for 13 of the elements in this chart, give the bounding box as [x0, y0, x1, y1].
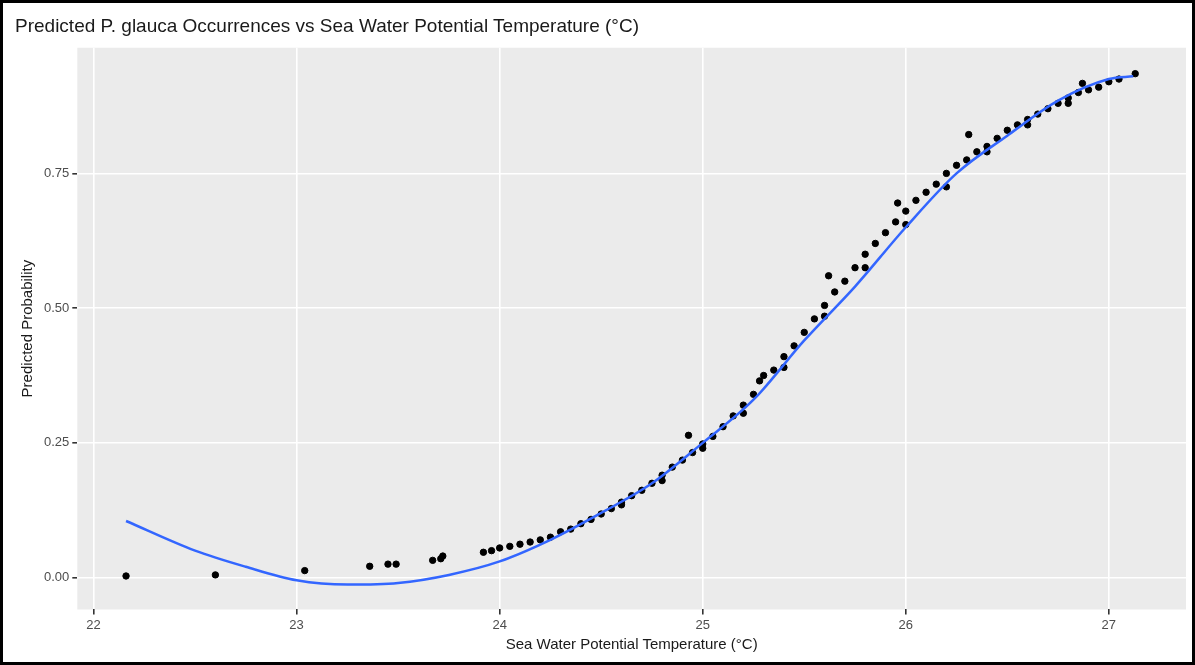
y-axis-title: Predicted Probability — [18, 259, 36, 398]
y-tick-label: 0.00 — [43, 569, 70, 585]
x-tick-label: 23 — [289, 616, 304, 632]
x-axis-title: Sea Water Potential Temperature (°C) — [505, 635, 758, 653]
chart-title: Predicted P. glauca Occurrences vs Sea Water Potential Temperature (°C) — [15, 14, 639, 36]
y-tick-label: 0.75 — [43, 164, 70, 180]
y-tick-label: 0.25 — [43, 434, 70, 450]
x-tick-label: 26 — [898, 616, 914, 632]
x-tick-label: 25 — [695, 616, 710, 632]
y-tick-label: 0.50 — [43, 299, 70, 315]
x-tick-label: 27 — [1101, 616, 1117, 632]
x-tick-label: 24 — [492, 616, 507, 632]
x-tick-label: 22 — [86, 616, 101, 632]
